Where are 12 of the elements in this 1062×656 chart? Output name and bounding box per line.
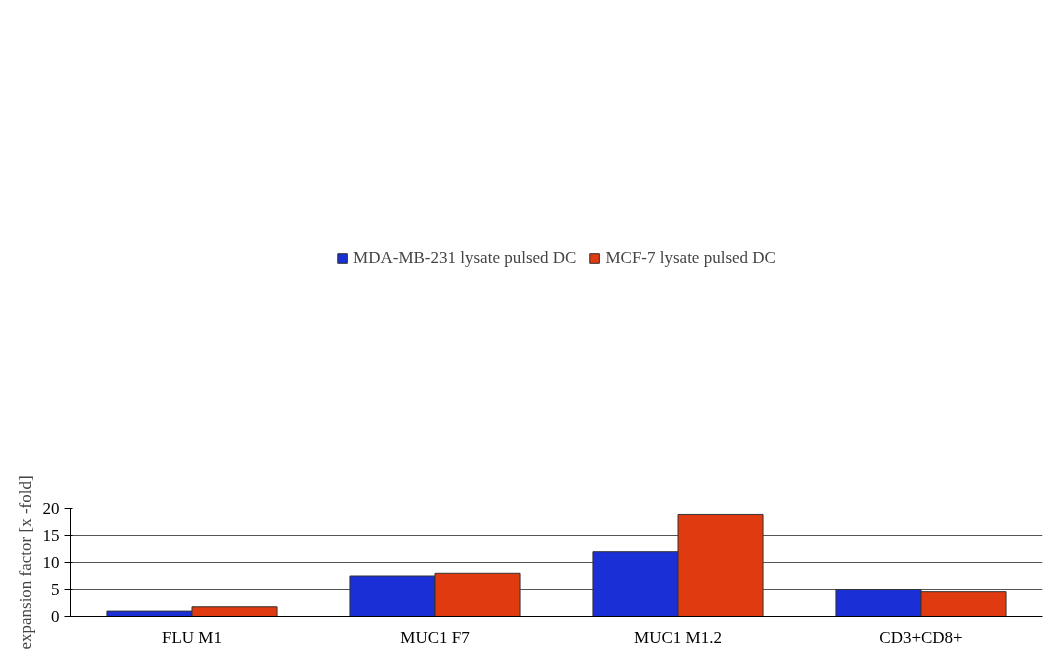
y-tick-label: 15 — [42, 526, 60, 545]
y-tick-label: 10 — [42, 553, 60, 572]
x-tick-label: MUC1 M1.2 — [634, 627, 722, 647]
y-tick-label: 0 — [51, 607, 60, 626]
y-tick-label: 20 — [42, 499, 60, 518]
legend-label: MDA-MB-231 lysate pulsed DC — [353, 248, 577, 268]
y-tick-label: 5 — [51, 580, 60, 599]
y-axis-title: expansion factor [x -fold] — [15, 475, 35, 650]
x-tick-label: CD3+CD8+ — [879, 627, 963, 647]
legend-label: MCF-7 lysate pulsed DC — [605, 248, 776, 268]
x-tick-label: MUC1 F7 — [400, 627, 471, 647]
x-tick-label: FLU M1 — [162, 627, 222, 647]
